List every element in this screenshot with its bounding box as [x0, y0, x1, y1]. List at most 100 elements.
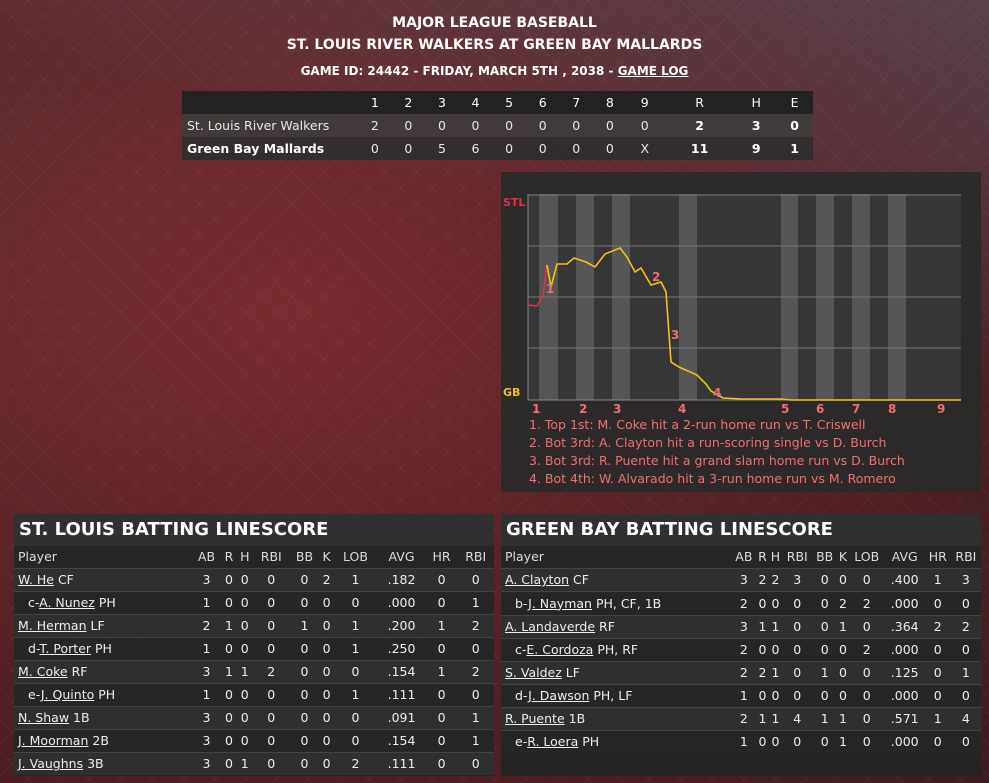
stat-cell: 0: [289, 567, 320, 591]
stat-cell: 0: [837, 637, 849, 661]
sub-prefix: d-: [515, 688, 529, 703]
stat-cell: 2: [756, 567, 769, 591]
total-h: 9: [736, 137, 777, 160]
inning-tick-label: 7: [852, 402, 860, 416]
stat-cell: .111: [377, 751, 426, 775]
column-header: LOB: [333, 546, 378, 568]
player-position: PH, RF: [593, 642, 639, 657]
stat-cell: .000: [884, 729, 925, 753]
player-name-link[interactable]: J. Dawson: [528, 688, 590, 703]
player-cell: d-T. Porter PH: [14, 636, 192, 660]
stat-cell: 0: [812, 637, 838, 661]
game-info: GAME ID: 24442 - FRIDAY, MARCH 5TH , 203…: [0, 64, 989, 78]
inning-score: 0: [492, 114, 526, 137]
player-row: A. Clayton CF 3 2 2 3 0 0 0.400 1 3: [501, 567, 981, 591]
column-header: AB: [731, 546, 757, 568]
stat-cell: 0: [924, 683, 951, 707]
inning-score: 0: [593, 137, 627, 160]
game-info-text: GAME ID: 24442 - FRIDAY, MARCH 5TH , 203…: [300, 64, 618, 78]
stl-batting-panel: ST. LOUIS BATTING LINESCORE Player AB R H RB…: [14, 514, 494, 776]
stat-cell: .400: [884, 567, 925, 591]
total-e: 1: [776, 137, 813, 160]
stat-cell: 0: [837, 683, 849, 707]
team-name: Green Bay Mallards: [182, 137, 358, 160]
stat-cell: 1: [333, 682, 378, 706]
stat-cell: 0: [950, 683, 981, 707]
player-name-link[interactable]: T. Porter: [39, 641, 92, 656]
player-position: PH: [94, 687, 116, 702]
event-marker: 3: [671, 328, 679, 342]
stat-cell: 2: [848, 590, 885, 615]
player-name-link[interactable]: S. Valdez: [505, 665, 562, 680]
sub-prefix: e-: [28, 687, 41, 702]
stat-cell: 0: [812, 590, 838, 615]
stat-cell: 3: [731, 614, 757, 638]
stat-cell: 2: [319, 567, 334, 591]
stat-cell: 0: [457, 636, 494, 660]
player-name-link[interactable]: A. Landaverde: [505, 619, 596, 634]
player-name-link[interactable]: R. Puente: [505, 711, 565, 726]
column-header: RBI: [457, 546, 494, 568]
player-position: CF: [53, 572, 74, 587]
stat-cell: 4: [782, 706, 813, 730]
stat-cell: 0: [950, 729, 981, 753]
inning-score: 0: [626, 114, 663, 137]
game-log-link[interactable]: GAME LOG: [617, 64, 689, 78]
gb-batting-table: Player AB R H RBI BB K LOB AVG HR RBI A. Clayton C…: [501, 546, 981, 753]
player-name-link[interactable]: J. Quinto: [40, 687, 95, 702]
stat-cell: 0: [425, 636, 458, 660]
home-win-prob-line: [546, 247, 961, 401]
player-name-link[interactable]: W. He: [18, 572, 54, 587]
stat-cell: 1: [768, 706, 783, 730]
player-row: R. Puente 1B 2 1 1 4 1 1 0.571 1 4: [501, 706, 981, 730]
stat-cell: 2: [333, 751, 378, 775]
column-header: AB: [191, 546, 222, 568]
player-name-link[interactable]: M. Herman: [18, 618, 87, 633]
player-name-link[interactable]: J. Vaughns: [18, 756, 84, 772]
player-row: e-R. Loera PH 1 0 0 0 0 1 0.000 0 0: [501, 729, 981, 753]
player-name-link[interactable]: E. Cordoza: [526, 642, 594, 657]
player-position: PH, LF: [589, 688, 633, 703]
stat-cell: 0: [289, 659, 320, 683]
player-cell: J. Vaughns 3B: [14, 751, 192, 775]
stat-cell: 0: [333, 728, 378, 752]
player-name-link[interactable]: A. Nunez: [39, 595, 95, 610]
player-cell: R. Puente 1B: [501, 706, 732, 730]
stat-cell: 0: [950, 637, 981, 661]
stat-cell: 0: [236, 590, 253, 614]
gb-batting-panel: GREEN BAY BATTING LINESCORE Player AB R H RB…: [501, 514, 981, 776]
player-name-link[interactable]: N. Shaw: [18, 710, 70, 725]
column-header: R: [221, 546, 237, 568]
player-name-link[interactable]: R. Loera: [527, 734, 579, 750]
matchup-title: ST. LOUIS RIVER WALKERS AT GREEN BAY MAL…: [286, 37, 703, 53]
player-name-link[interactable]: J. Moorman: [18, 733, 89, 748]
stat-cell: 0: [768, 590, 783, 615]
stat-cell: 3: [191, 705, 222, 729]
stat-cell: 0: [319, 590, 334, 614]
stat-cell: 0: [289, 590, 320, 614]
stat-cell: 3: [191, 728, 222, 752]
inning-score: 0: [391, 114, 426, 137]
player-name-link[interactable]: M. Coke: [18, 664, 68, 679]
inning-score: 0: [559, 137, 594, 160]
player-name-link[interactable]: A. Clayton: [505, 572, 570, 587]
stat-cell: 1: [236, 751, 253, 775]
stat-cell: 0: [289, 751, 320, 775]
player-position: PH, CF, 1B: [591, 595, 662, 611]
column-header: H: [768, 546, 783, 568]
player-name-link[interactable]: J. Nayman: [528, 595, 592, 611]
total-r: 11: [662, 137, 737, 160]
column-header: Player: [14, 546, 192, 568]
column-header: AVG: [884, 546, 925, 568]
gb-batting-header: Player AB R H RBI BB K LOB AVG HR RBI: [501, 546, 981, 568]
stat-cell: 0: [782, 637, 813, 661]
stat-cell: 0: [425, 728, 458, 752]
inning-score: 0: [391, 137, 426, 160]
stat-cell: 3: [782, 567, 813, 591]
column-header: RBI: [252, 546, 290, 568]
sub-prefix: c-: [28, 595, 40, 610]
stat-cell: 2: [731, 590, 757, 615]
stat-cell: 0: [848, 683, 885, 707]
player-cell: c-E. Cordoza PH, RF: [501, 637, 732, 661]
column-header: HR: [924, 546, 951, 568]
